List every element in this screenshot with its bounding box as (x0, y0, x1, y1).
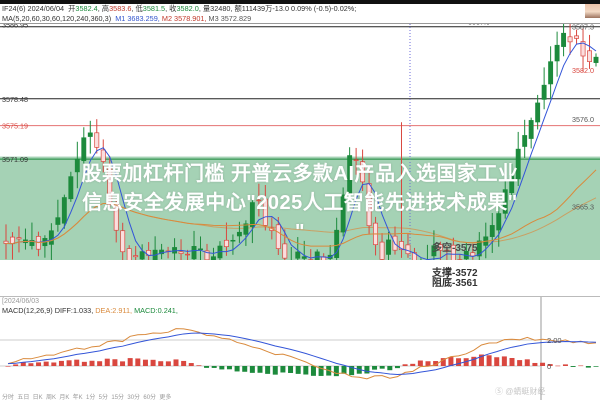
svg-text:3575.19: 3575.19 (2, 122, 28, 131)
svg-text:2.00: 2.00 (547, 336, 562, 345)
svg-text:0: 0 (547, 362, 551, 371)
svg-text:3576.0: 3576.0 (572, 115, 594, 124)
svg-text:3586.95: 3586.95 (2, 24, 28, 30)
svg-text:3587.3: 3587.3 (572, 24, 594, 32)
svg-text:3578.48: 3578.48 (2, 95, 28, 104)
svg-text:3587.0: 3587.0 (468, 24, 490, 27)
svg-text:3582.0: 3582.0 (572, 66, 594, 75)
